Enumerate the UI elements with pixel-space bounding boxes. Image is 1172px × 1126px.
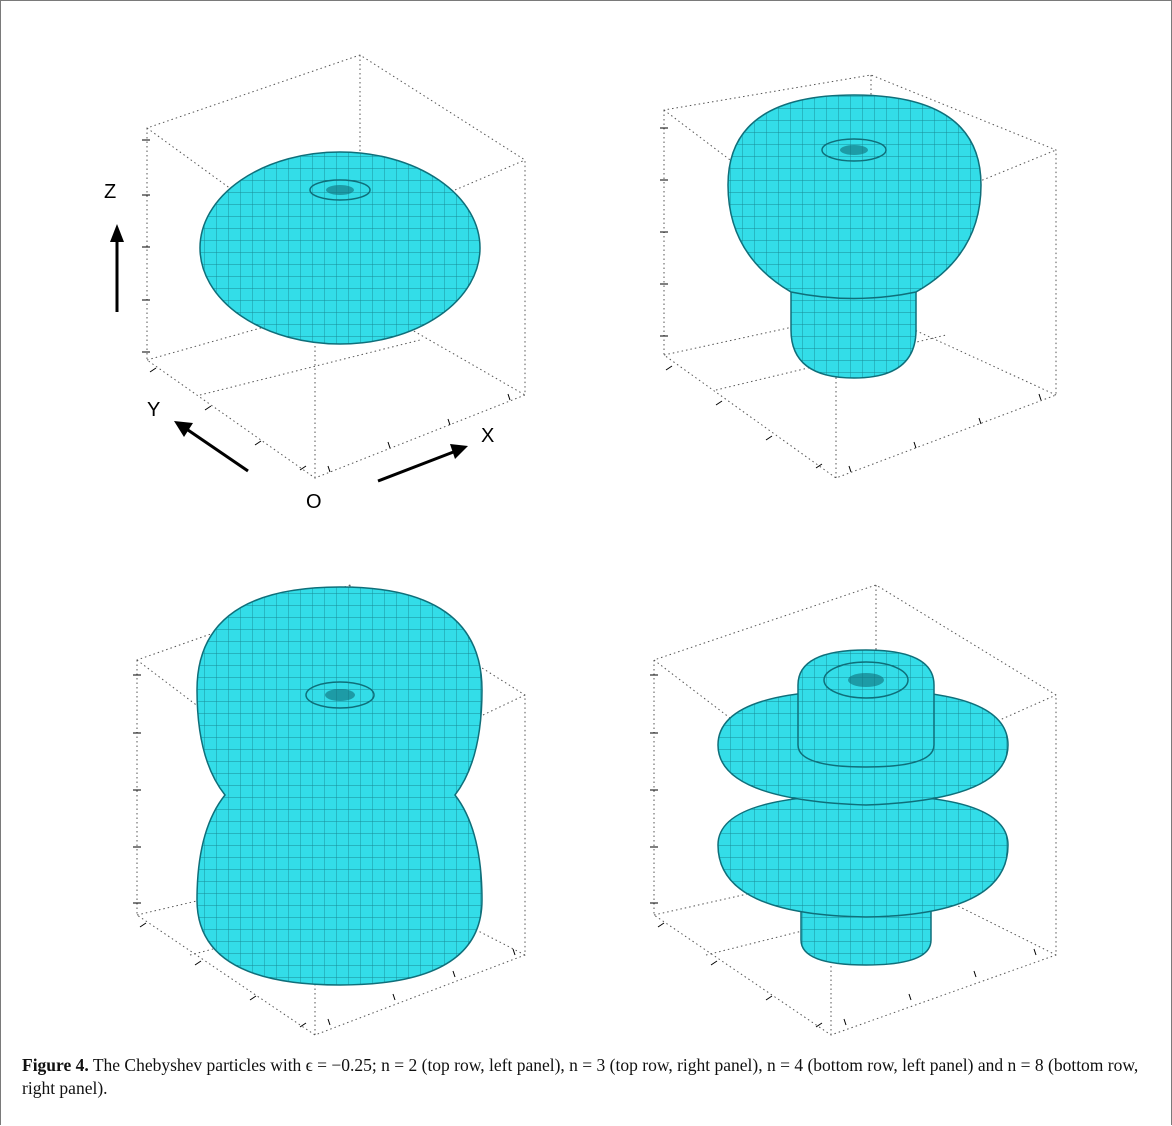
panel-n8-plot — [650, 584, 1057, 1036]
tick-marks — [133, 674, 516, 1028]
panel-n3-plot — [660, 74, 1057, 479]
x-axis-label: X — [481, 425, 494, 447]
panel-n2-plot: Z Y X O — [104, 54, 526, 513]
panel-n3 — [586, 0, 1172, 540]
panel-n4 — [0, 545, 586, 1085]
y-axis-label: Y — [147, 399, 160, 421]
caption-text: The Chebyshev particles with ϵ = −0.25; … — [22, 1055, 1139, 1098]
z-arrow-head — [110, 224, 124, 242]
caption-label: Figure 4. — [22, 1055, 89, 1075]
panel-n4-plot — [133, 584, 526, 1036]
axis-annotations: Z Y X O — [104, 181, 494, 513]
x-arrow-head — [450, 444, 468, 459]
particle-surface — [717, 649, 1009, 966]
panel-n8 — [586, 545, 1172, 1085]
panel-n2: Z Y X O — [0, 0, 586, 540]
particle-surface — [727, 94, 982, 379]
y-arrow-head — [174, 421, 193, 437]
tick-marks — [650, 674, 1037, 1028]
tick-marks — [660, 127, 1042, 473]
particle-surface — [196, 586, 483, 986]
tick-marks — [142, 139, 511, 473]
figure-caption: Figure 4. The Chebyshev particles with ϵ… — [22, 1054, 1152, 1100]
particle-surface — [199, 151, 481, 345]
z-axis-label: Z — [104, 181, 116, 203]
x-arrow — [377, 449, 457, 483]
y-arrow — [184, 426, 249, 473]
origin-label: O — [306, 491, 322, 513]
